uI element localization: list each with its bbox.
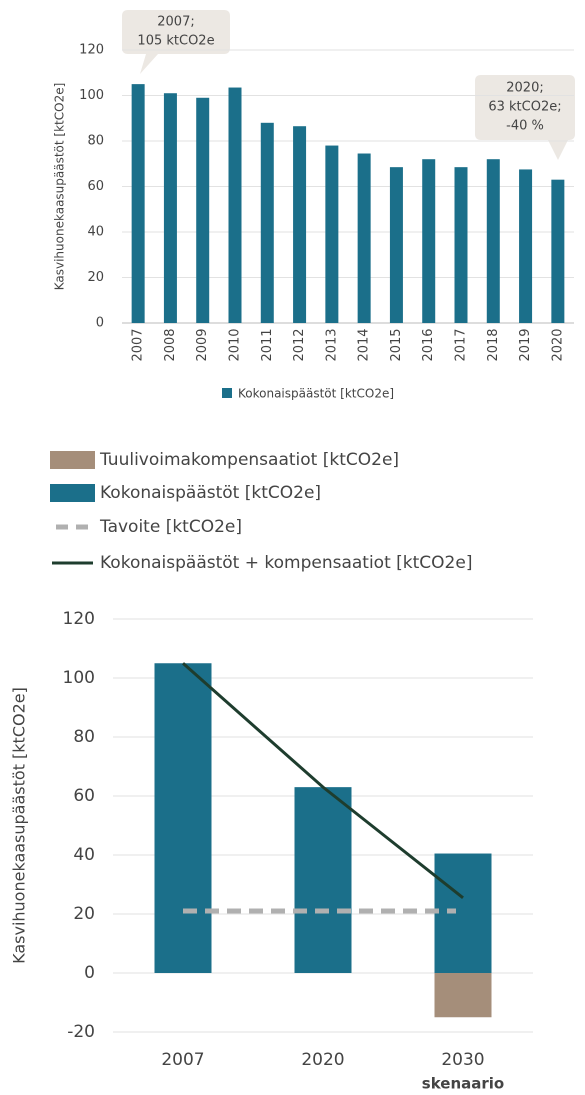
y-tick-label: 120 (63, 609, 95, 629)
bar (293, 126, 307, 324)
x-tick-label: 2016 (421, 328, 436, 361)
x-tick-label: 2008 (163, 328, 178, 361)
bar (551, 179, 565, 323)
bar (154, 663, 212, 973)
y-tick-label: 40 (87, 225, 104, 240)
annotation: 2007; (157, 15, 194, 30)
x-tick-label: 2018 (486, 328, 501, 361)
bar (357, 153, 371, 323)
bar (325, 145, 339, 323)
annotation: -40 % (506, 119, 544, 134)
y-tick-label: 60 (73, 786, 95, 806)
legend-label: Kokonaispäästöt [ktCO2e] (238, 387, 394, 401)
legend-swatch (50, 484, 95, 502)
y-tick-label: 100 (79, 88, 104, 103)
x-tick-label: 2014 (357, 328, 372, 361)
x-tick-label: 2011 (260, 328, 275, 361)
y-tick-label: 80 (87, 134, 104, 149)
legend-label: Tavoite [ktCO2e] (99, 517, 242, 537)
bar (434, 853, 492, 973)
legend-label: Tuulivoimakompensaatiot [ktCO2e] (99, 450, 399, 470)
bar (260, 122, 274, 323)
annotation: 63 ktCO2e; (488, 100, 561, 115)
bubble-2 (475, 75, 575, 160)
annotation: 2020; (506, 81, 543, 96)
y-tick-label: 0 (96, 316, 104, 331)
x-tick-label: 2009 (195, 328, 210, 361)
annotation: 105 ktCO2e (137, 34, 214, 49)
bar (434, 973, 492, 1018)
y-tick-label: 40 (73, 845, 95, 865)
bar (486, 159, 500, 323)
bar (131, 84, 145, 323)
x-tick-label: 2007 (131, 328, 146, 361)
x-tick-label: 2020 (301, 1050, 344, 1070)
x-tick-label: 2012 (292, 328, 307, 361)
legend-swatch (222, 388, 232, 398)
x-tick-label: 2030 (441, 1050, 484, 1070)
legend-label: Kokonaispäästöt + kompensaatiot [ktCO2e] (100, 553, 472, 573)
x-tick-label: 2020 (550, 328, 565, 361)
bar (389, 167, 403, 323)
y-tick-label: -20 (67, 1022, 95, 1042)
y-axis-label: Kasvihuonekaasupäästöt [ktCO2e] (53, 83, 67, 291)
x-tick-label: 2017 (454, 328, 469, 361)
y-tick-label: 20 (73, 904, 95, 924)
y-tick-label: 60 (87, 179, 104, 194)
y-tick-label: 100 (63, 668, 95, 688)
x-tick-label: skenaario (422, 1075, 504, 1093)
bar (454, 167, 468, 323)
y-tick-label: 80 (73, 727, 95, 747)
line (182, 662, 464, 899)
x-tick-label: 2007 (161, 1050, 204, 1070)
bar (163, 93, 177, 323)
y-tick-label: 20 (87, 270, 104, 285)
x-tick-label: 2013 (324, 328, 339, 361)
bar (519, 169, 533, 323)
y-tick-label: 0 (84, 963, 95, 983)
bubble-1 (122, 10, 230, 74)
x-tick-label: 2019 (518, 328, 533, 361)
y-axis-label: Kasvihuonekaasupäästöt [ktCO2e] (10, 687, 29, 964)
bar (196, 97, 210, 324)
x-tick-label: 2015 (389, 328, 404, 361)
bar (228, 87, 242, 323)
x-tick-label: 2010 (228, 328, 243, 361)
legend-label: Kokonaispäästöt [ktCO2e] (100, 483, 321, 503)
y-tick-label: 120 (79, 43, 104, 58)
legend-swatch (50, 451, 95, 469)
bar (422, 159, 436, 323)
bar (294, 787, 352, 973)
